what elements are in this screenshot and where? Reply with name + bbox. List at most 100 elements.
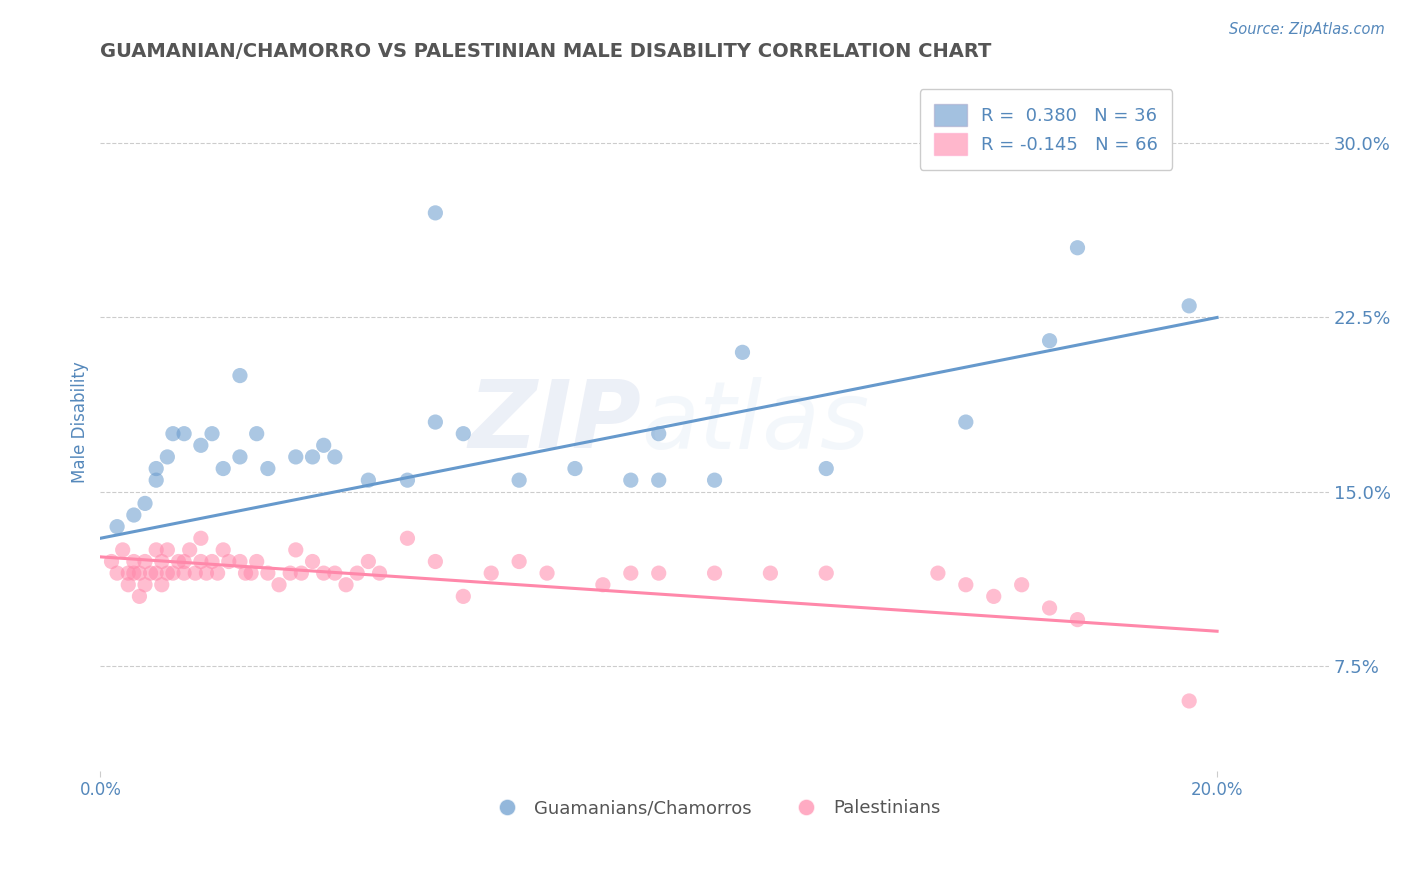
Point	[145, 542, 167, 557]
Text: ZIP: ZIP	[468, 376, 641, 468]
Text: atlas: atlas	[641, 376, 869, 467]
Point	[212, 542, 235, 557]
Point	[145, 473, 167, 487]
Point	[453, 590, 475, 604]
Point	[134, 554, 156, 568]
Point	[117, 578, 139, 592]
Point	[312, 438, 335, 452]
Point	[179, 542, 201, 557]
Point	[173, 566, 195, 581]
Point	[1039, 334, 1062, 348]
Point	[100, 554, 122, 568]
Point	[927, 566, 949, 581]
Point	[1178, 299, 1201, 313]
Point	[105, 519, 128, 533]
Point	[536, 566, 558, 581]
Point	[731, 345, 754, 359]
Point	[201, 554, 224, 568]
Point	[323, 450, 346, 464]
Point	[425, 206, 447, 220]
Point	[150, 554, 173, 568]
Point	[425, 415, 447, 429]
Point	[396, 473, 419, 487]
Point	[105, 566, 128, 581]
Point	[117, 566, 139, 581]
Point	[592, 578, 614, 592]
Point	[357, 554, 380, 568]
Point	[620, 566, 643, 581]
Point	[184, 566, 207, 581]
Point	[815, 461, 838, 475]
Point	[267, 578, 290, 592]
Text: GUAMANIAN/CHAMORRO VS PALESTINIAN MALE DISABILITY CORRELATION CHART: GUAMANIAN/CHAMORRO VS PALESTINIAN MALE D…	[100, 42, 991, 61]
Point	[190, 554, 212, 568]
Point	[167, 554, 190, 568]
Point	[122, 566, 145, 581]
Point	[162, 426, 184, 441]
Point	[357, 473, 380, 487]
Point	[955, 578, 977, 592]
Point	[134, 496, 156, 510]
Point	[156, 566, 179, 581]
Point	[111, 542, 134, 557]
Point	[190, 531, 212, 545]
Point	[173, 554, 195, 568]
Point	[229, 368, 252, 383]
Point	[564, 461, 586, 475]
Legend: Guamanians/Chamorros, Palestinians: Guamanians/Chamorros, Palestinians	[482, 792, 948, 824]
Point	[128, 590, 150, 604]
Point	[703, 473, 725, 487]
Point	[162, 566, 184, 581]
Point	[508, 473, 530, 487]
Point	[955, 415, 977, 429]
Point	[648, 473, 671, 487]
Point	[139, 566, 162, 581]
Point	[246, 554, 269, 568]
Point	[1066, 613, 1088, 627]
Point	[1066, 241, 1088, 255]
Y-axis label: Male Disability: Male Disability	[72, 361, 89, 483]
Point	[229, 554, 252, 568]
Point	[620, 473, 643, 487]
Point	[218, 554, 240, 568]
Point	[128, 566, 150, 581]
Point	[278, 566, 301, 581]
Point	[195, 566, 218, 581]
Point	[335, 578, 357, 592]
Point	[201, 426, 224, 441]
Point	[453, 426, 475, 441]
Point	[257, 566, 280, 581]
Point	[122, 554, 145, 568]
Point	[235, 566, 257, 581]
Point	[134, 578, 156, 592]
Point	[229, 450, 252, 464]
Point	[301, 554, 323, 568]
Point	[648, 426, 671, 441]
Point	[246, 426, 269, 441]
Point	[284, 542, 307, 557]
Point	[257, 461, 280, 475]
Point	[759, 566, 782, 581]
Point	[368, 566, 391, 581]
Point	[145, 461, 167, 475]
Point	[323, 566, 346, 581]
Point	[508, 554, 530, 568]
Point	[190, 438, 212, 452]
Point	[207, 566, 229, 581]
Point	[301, 450, 323, 464]
Point	[150, 578, 173, 592]
Point	[1011, 578, 1033, 592]
Point	[290, 566, 312, 581]
Point	[425, 554, 447, 568]
Point	[1178, 694, 1201, 708]
Point	[240, 566, 263, 581]
Point	[145, 566, 167, 581]
Point	[122, 508, 145, 522]
Point	[156, 450, 179, 464]
Point	[212, 461, 235, 475]
Text: Source: ZipAtlas.com: Source: ZipAtlas.com	[1229, 22, 1385, 37]
Point	[312, 566, 335, 581]
Point	[156, 542, 179, 557]
Point	[648, 566, 671, 581]
Point	[346, 566, 368, 581]
